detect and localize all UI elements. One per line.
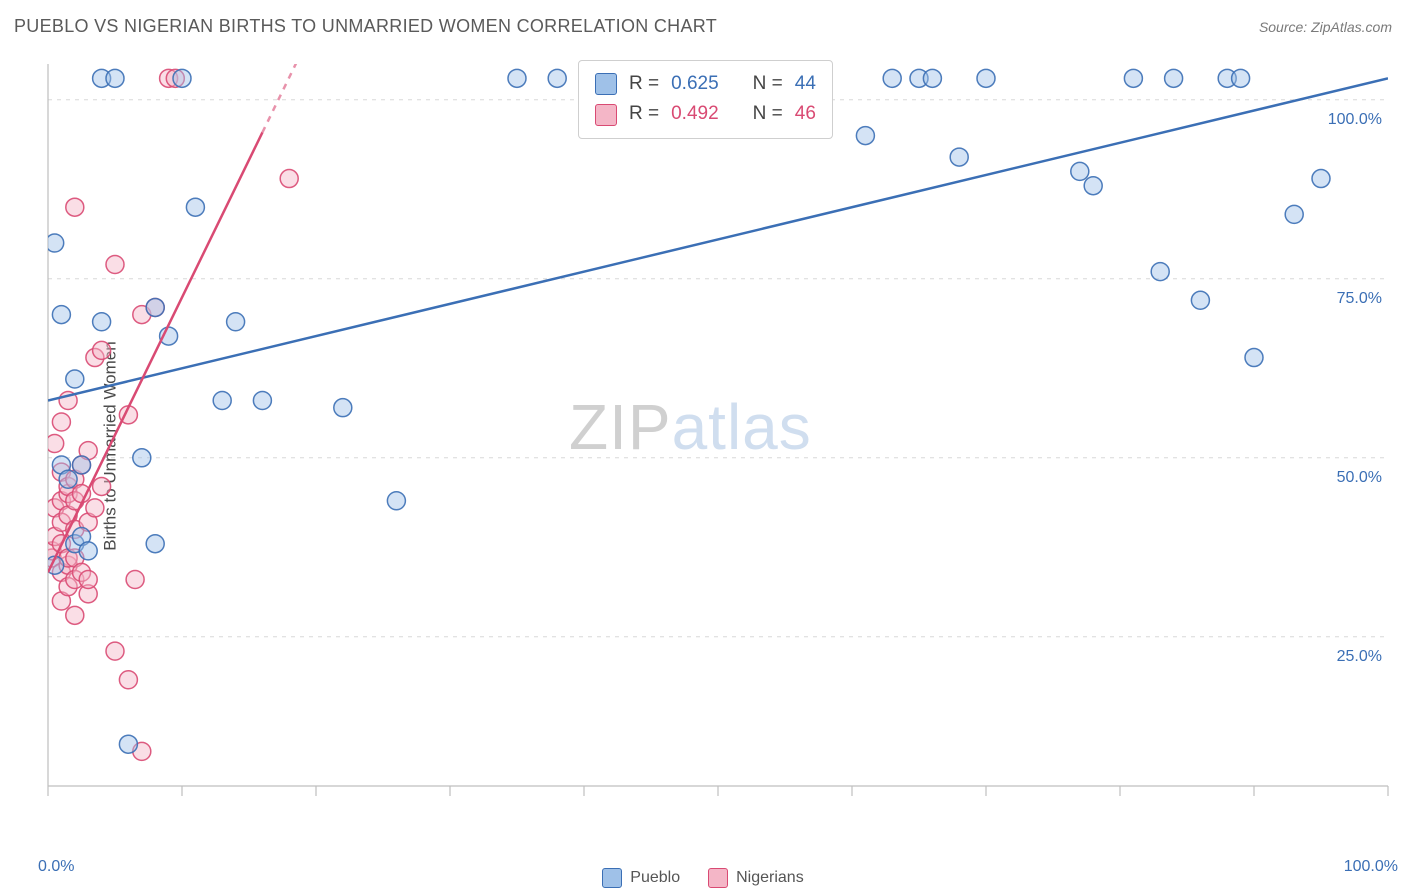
title-bar: PUEBLO VS NIGERIAN BIRTHS TO UNMARRIED W…	[14, 16, 1392, 37]
stats-swatch-pueblo	[595, 73, 617, 95]
stats-R-value-pueblo: 0.625	[671, 69, 719, 99]
stats-N-label: N =	[753, 99, 783, 129]
stats-N-value-pueblo: 44	[795, 69, 816, 99]
chart-frame: PUEBLO VS NIGERIAN BIRTHS TO UNMARRIED W…	[0, 0, 1406, 892]
stats-R-value-nigerians: 0.492	[671, 99, 719, 129]
stats-R-label: R =	[629, 99, 659, 129]
svg-text:25.0%: 25.0%	[1337, 648, 1382, 665]
source-label: Source: ZipAtlas.com	[1259, 19, 1392, 35]
scatter-svg: 25.0% 50.0% 75.0% 100.0%	[44, 60, 1392, 816]
legend-item-pueblo: Pueblo	[602, 868, 680, 888]
swatch-nigerians	[708, 868, 728, 888]
legend-label-nigerians: Nigerians	[736, 869, 804, 887]
stats-box: R = 0.625 N = 44 R = 0.492 N = 46	[578, 60, 833, 139]
legend-item-nigerians: Nigerians	[708, 868, 804, 888]
chart-title: PUEBLO VS NIGERIAN BIRTHS TO UNMARRIED W…	[14, 16, 717, 37]
stats-N-label: N =	[753, 69, 783, 99]
stats-R-label: R =	[629, 69, 659, 99]
svg-text:100.0%: 100.0%	[1328, 111, 1382, 128]
stats-row-nigerians: R = 0.492 N = 46	[595, 99, 816, 129]
plot-area: 25.0%50.0%75.0%100.0% ZIPatlas R =0.625N…	[44, 60, 1392, 816]
svg-text:50.0%: 50.0%	[1337, 469, 1382, 486]
stats-row-pueblo: R = 0.625 N = 44	[595, 69, 816, 99]
swatch-pueblo	[602, 868, 622, 888]
legend-label-pueblo: Pueblo	[630, 869, 680, 887]
bottom-legend: Pueblo Nigerians	[0, 868, 1406, 888]
stats-swatch-nigerians	[595, 104, 617, 126]
svg-text:75.0%: 75.0%	[1337, 290, 1382, 307]
stats-N-value-nigerians: 46	[795, 99, 816, 129]
